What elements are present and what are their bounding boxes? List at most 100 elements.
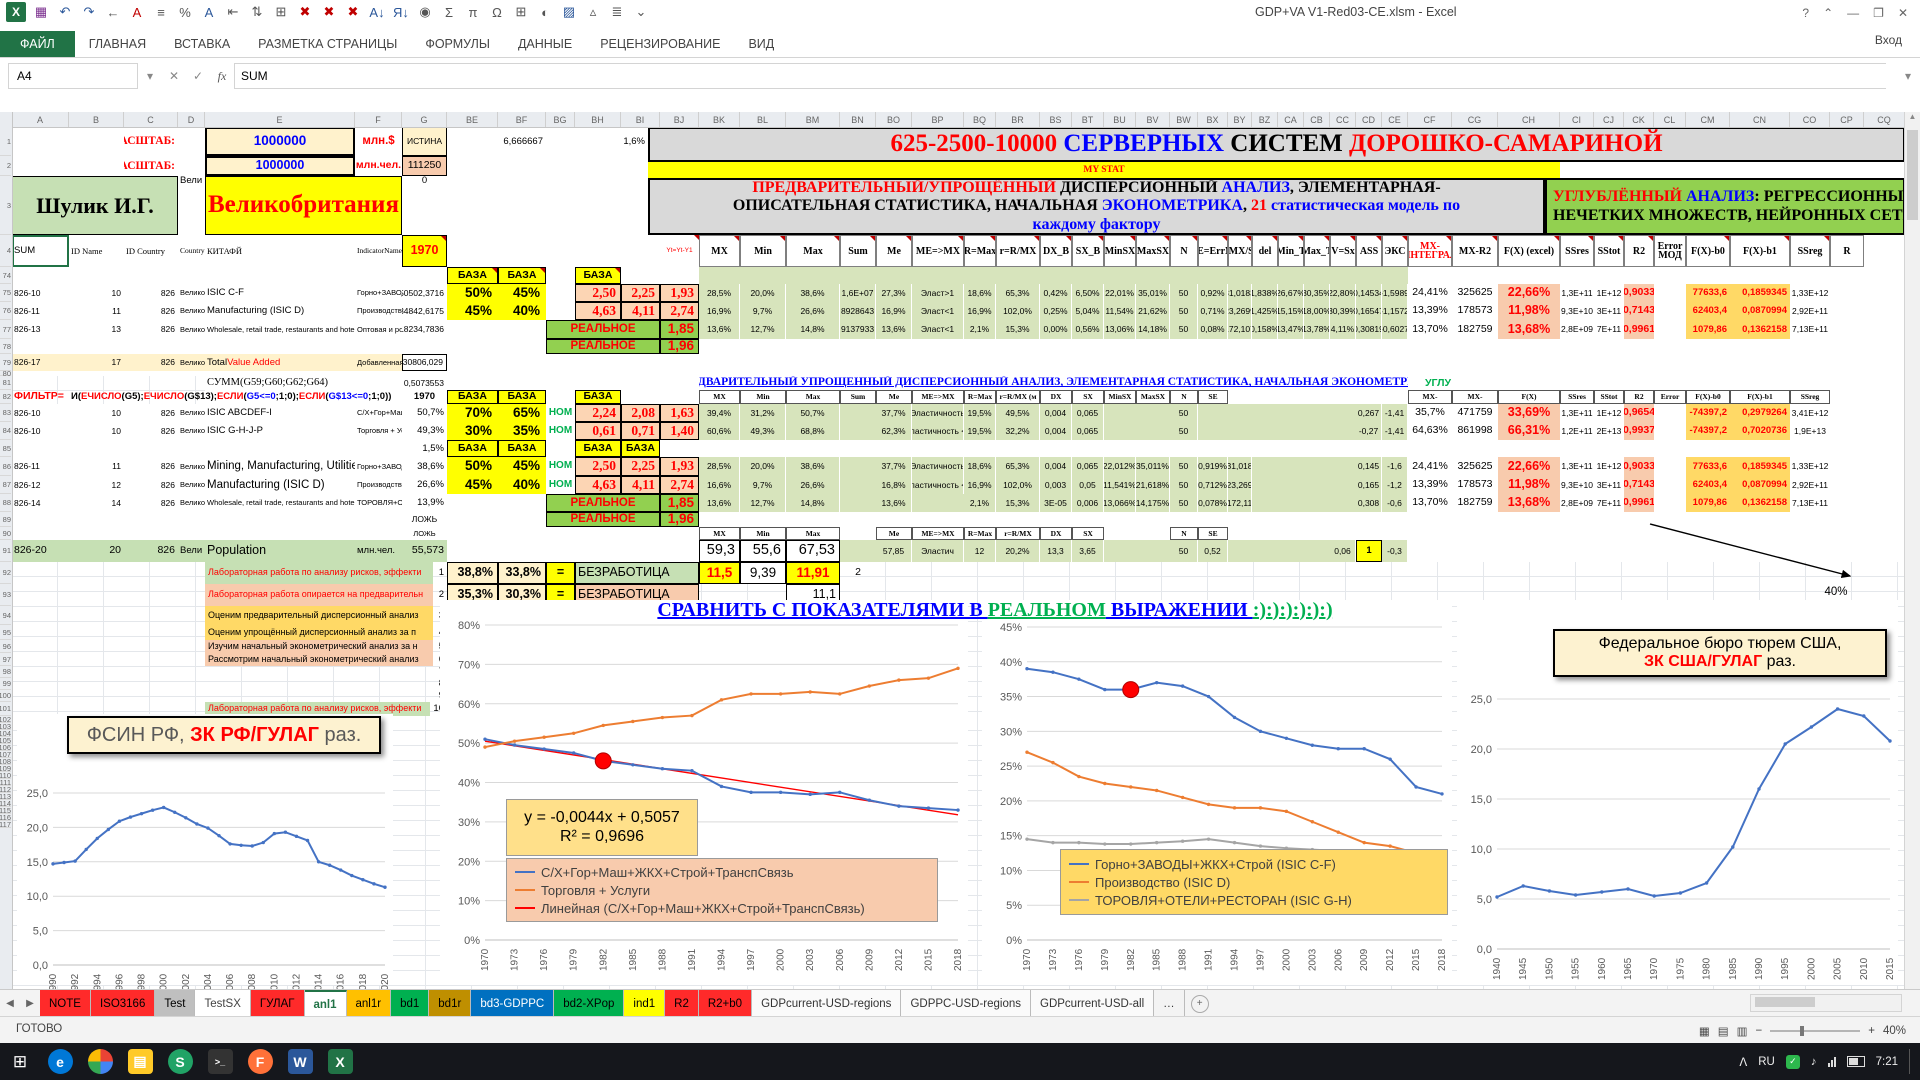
cell[interactable]: MX bbox=[699, 390, 740, 404]
cell[interactable]: ISIC G-H-J-P bbox=[207, 425, 263, 437]
horizontal-scrollbar[interactable] bbox=[1750, 994, 1902, 1012]
cell[interactable]: 20 bbox=[109, 544, 121, 557]
cell[interactable]: MinSX bbox=[1104, 235, 1136, 267]
cell[interactable]: 19,5% bbox=[964, 422, 996, 440]
cell[interactable]: 0,919% bbox=[1198, 457, 1228, 476]
cell[interactable]: 39,4% bbox=[699, 404, 740, 422]
sheet-tab-R2[interactable]: R2 bbox=[665, 990, 699, 1017]
cell[interactable]: 57,85 bbox=[876, 540, 912, 562]
cell[interactable]: 16,9% bbox=[699, 302, 740, 320]
cell[interactable]: ISIC C-F bbox=[207, 287, 244, 299]
cell[interactable]: Горно+ЗАВОД bbox=[357, 288, 402, 298]
cell[interactable]: 13,70% bbox=[1412, 496, 1448, 509]
cell[interactable]: Оценим предварительный дисперсионный ана… bbox=[205, 606, 433, 625]
cell[interactable]: N bbox=[1170, 235, 1198, 267]
cell[interactable]: 15,3% bbox=[996, 320, 1040, 339]
cell[interactable]: 471759 bbox=[1457, 406, 1493, 419]
cell[interactable]: 1,838% bbox=[1252, 284, 1278, 302]
cell[interactable]: 30,35% bbox=[1304, 284, 1330, 302]
row-header[interactable]: 91 bbox=[0, 540, 11, 562]
cell[interactable]: БАЗА bbox=[498, 390, 546, 404]
cell[interactable]: РЕАЛЬНОЕ bbox=[546, 494, 660, 512]
cell[interactable]: БАЗА bbox=[621, 440, 660, 457]
row-header[interactable]: 89 bbox=[0, 512, 11, 527]
cell[interactable]: 20,0% bbox=[740, 284, 786, 302]
cell[interactable]: 1,5% bbox=[422, 442, 444, 454]
cell[interactable]: 2,50 bbox=[575, 284, 621, 302]
insert-function-icon[interactable]: fx bbox=[217, 68, 227, 83]
cell[interactable]: 826-14 bbox=[14, 497, 41, 508]
cell[interactable]: 861998 bbox=[1457, 424, 1493, 437]
cell[interactable]: Изучим начальный эконометрический анализ… bbox=[205, 640, 433, 653]
cell[interactable]: 45% bbox=[498, 457, 546, 476]
cell[interactable]: 40% bbox=[498, 302, 546, 320]
cell[interactable]: 50 bbox=[1170, 494, 1198, 512]
cell[interactable]: SX bbox=[1072, 527, 1104, 540]
cell[interactable]: Велико bbox=[180, 288, 205, 298]
sheet-tab-ISO3166[interactable]: ISO3166 bbox=[90, 990, 156, 1017]
sheet-tab-Test[interactable]: Test bbox=[155, 990, 196, 1017]
cell[interactable]: ТОРОВЛЯ+ОТ bbox=[357, 498, 402, 508]
cell[interactable]: 7E+11 bbox=[1596, 497, 1622, 508]
cell[interactable]: F(X)-b1 bbox=[1730, 235, 1790, 267]
cell[interactable]: 826-10 bbox=[14, 287, 41, 298]
cell[interactable]: Вели bbox=[180, 176, 203, 186]
cell[interactable]: 2,08 bbox=[621, 404, 660, 422]
cell[interactable]: 14,8% bbox=[786, 494, 840, 512]
cell[interactable]: 0,078% bbox=[1198, 494, 1228, 512]
cell[interactable]: 50,7% bbox=[786, 404, 840, 422]
edge-browser-icon[interactable]: e bbox=[40, 1043, 80, 1080]
cell[interactable]: 826 bbox=[160, 357, 175, 368]
sheet-tab-bd3-GDPPC[interactable]: bd3-GDPPC bbox=[471, 990, 555, 1017]
cell[interactable]: 102,0% bbox=[996, 476, 1040, 494]
cell[interactable]: 18,6% bbox=[964, 284, 996, 302]
row-header[interactable]: 94 bbox=[0, 606, 11, 625]
restore-icon[interactable]: ❐ bbox=[1873, 6, 1884, 20]
cell[interactable]: БАЗА bbox=[447, 440, 498, 457]
sheet-tab-GDPcurrent-USD-regions[interactable]: GDPcurrent-USD-regions bbox=[752, 990, 902, 1017]
cell[interactable]: Велико bbox=[180, 357, 205, 367]
cell[interactable]: 65% bbox=[498, 404, 546, 422]
format-painter-icon[interactable]: A bbox=[204, 4, 214, 20]
column-header[interactable]: BH bbox=[575, 112, 621, 127]
column-header[interactable]: BI bbox=[621, 112, 660, 127]
cell[interactable]: 27,3% bbox=[876, 284, 912, 302]
cell[interactable]: 826-10 bbox=[14, 407, 41, 418]
cell[interactable]: 826-17 bbox=[14, 357, 41, 368]
cell[interactable]: 68,8% bbox=[786, 422, 840, 440]
cell[interactable]: 20,2% bbox=[996, 540, 1040, 562]
cell[interactable]: 0,2979264 bbox=[1730, 404, 1790, 422]
cell[interactable]: -1,2 bbox=[1382, 476, 1408, 494]
zoom-slider[interactable] bbox=[1770, 1025, 1861, 1036]
green-app-icon[interactable]: S bbox=[160, 1043, 200, 1080]
cell[interactable]: 0,158% bbox=[1252, 320, 1278, 339]
zoom-out-icon[interactable]: − bbox=[1755, 1024, 1763, 1037]
cell[interactable]: 9,3E+10 bbox=[1561, 305, 1593, 316]
cell[interactable]: 826-13 bbox=[14, 324, 41, 335]
cell[interactable]: MX bbox=[699, 235, 740, 267]
cell[interactable]: 9,7% bbox=[740, 476, 786, 494]
cell[interactable]: 2E+13 bbox=[1596, 425, 1622, 436]
cell[interactable]: Manufacturing (ISIC D) bbox=[207, 305, 305, 317]
insert-table-icon[interactable]: ⊞ bbox=[275, 4, 287, 19]
cell[interactable]: 0,71% bbox=[1198, 302, 1228, 320]
name-box-dropdown-icon[interactable]: ▾ bbox=[146, 69, 154, 83]
cell[interactable]: Wholesale, retail trade, restaurants and… bbox=[207, 324, 355, 334]
cell[interactable]: 20,0% bbox=[740, 457, 786, 476]
cell[interactable]: 13,78% bbox=[1304, 320, 1330, 339]
cell[interactable]: Рассмотрим начальный эконометрический ан… bbox=[205, 653, 433, 666]
cell[interactable]: Производство bbox=[357, 480, 402, 490]
column-header[interactable]: CL bbox=[1654, 112, 1686, 127]
cell[interactable]: ASS bbox=[1356, 235, 1382, 267]
cell[interactable]: ME=>MX bbox=[912, 390, 964, 404]
cell[interactable]: 37,7% bbox=[876, 404, 912, 422]
cell[interactable]: Sum bbox=[840, 235, 876, 267]
cell[interactable]: 826-12 bbox=[14, 479, 41, 490]
cell[interactable]: 38,6% bbox=[786, 457, 840, 476]
cell[interactable]: млн.чел. bbox=[357, 545, 396, 557]
chart-icon[interactable]: ▨ bbox=[562, 4, 576, 19]
row-header[interactable]: 108 bbox=[0, 756, 11, 766]
cell[interactable]: 11,5 bbox=[699, 562, 740, 584]
cell[interactable]: 0,16547 bbox=[1356, 302, 1382, 320]
row-header[interactable]: 79 bbox=[0, 354, 11, 371]
